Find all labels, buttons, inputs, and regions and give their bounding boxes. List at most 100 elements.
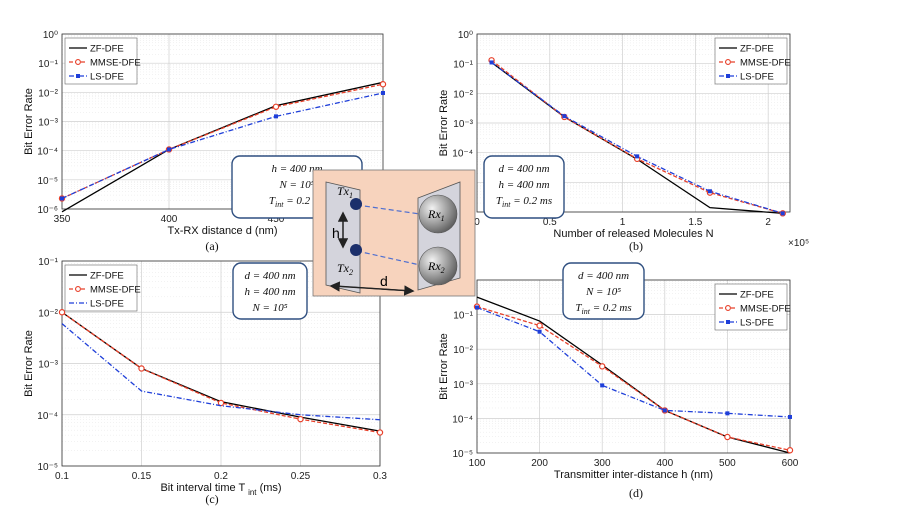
x-tick-label: 400 xyxy=(161,214,178,225)
plot-frame xyxy=(61,260,381,467)
panel-caption: (a) xyxy=(205,239,218,253)
x-tick-label: 600 xyxy=(782,458,799,469)
legend-entry: ZF-DFE xyxy=(90,44,124,55)
tx1-molecule xyxy=(350,198,362,210)
data-point xyxy=(562,114,567,119)
d-arrow-left xyxy=(329,281,413,292)
legend-entry: MMSE-DFE xyxy=(90,285,141,296)
parameter-box xyxy=(562,262,645,320)
legend-marker xyxy=(76,74,80,78)
x-tick-label: 0.5 xyxy=(543,217,557,228)
data-point xyxy=(60,196,64,201)
data-point xyxy=(599,363,606,370)
x-tick-label: 0.15 xyxy=(132,471,152,482)
x-tick-label: 0.1 xyxy=(55,471,69,482)
data-point xyxy=(724,433,731,441)
x-tick-label: 0.3 xyxy=(373,471,387,482)
plot-frame xyxy=(61,33,384,210)
data-point xyxy=(274,114,278,119)
tx1-label: Tx1 xyxy=(337,184,353,200)
legend-entry: LS-DFE xyxy=(740,72,774,83)
data-point xyxy=(379,81,387,88)
data-point xyxy=(536,322,543,329)
link-2 xyxy=(356,250,421,266)
y-tick-label: 10⁰ xyxy=(458,30,473,41)
parameter-line: Tint = 0.2 ms xyxy=(575,302,631,316)
chart-panel-b: 10⁻⁶10⁻⁵10⁻⁴10⁻³10⁻²10⁻¹10⁰00.511.52ZF-D… xyxy=(438,30,809,253)
legend-entry: LS-DFE xyxy=(740,318,774,329)
y-tick-label: 10⁻² xyxy=(38,88,58,99)
data-point xyxy=(138,365,145,372)
legend-marker xyxy=(726,74,730,78)
legend-entry: ZF-DFE xyxy=(90,271,124,282)
y-tick-label: 10⁻³ xyxy=(38,360,58,371)
rx1-label: Rx1 xyxy=(427,207,445,223)
y-tick-label: 10⁻⁴ xyxy=(37,147,58,158)
data-point xyxy=(780,211,785,216)
x-scale-label: ×10⁵ xyxy=(788,238,809,249)
y-tick-label: 10⁻⁵ xyxy=(37,462,58,473)
series-line-ls-dfe xyxy=(61,92,384,200)
x-tick-label: 1 xyxy=(620,217,626,228)
data-point xyxy=(58,309,66,316)
y-tick-label: 10⁻⁴ xyxy=(452,414,473,425)
legend-marker xyxy=(726,320,730,324)
x-tick-label: 0.25 xyxy=(291,471,311,482)
x-tick-label: 200 xyxy=(531,458,548,469)
parameter-line: d = 400 nm xyxy=(578,270,629,282)
x-tick-label: 0 xyxy=(474,217,480,228)
data-point xyxy=(725,411,730,416)
legend-entry: LS-DFE xyxy=(90,299,124,310)
parameter-line: N = 10⁵ xyxy=(251,302,287,314)
y-tick-label: 10⁻² xyxy=(38,308,58,319)
data-point xyxy=(167,147,171,152)
rx1-sphere xyxy=(418,194,458,234)
data-point xyxy=(381,90,385,95)
data-point xyxy=(786,447,794,454)
x-tick-label: 100 xyxy=(469,458,486,469)
y-tick-label: 10⁻³ xyxy=(453,119,473,130)
x-tick-label: 300 xyxy=(594,458,611,469)
x-axis-label: Bit interval time T int (ms) xyxy=(160,482,281,497)
panel-caption: (b) xyxy=(629,239,643,253)
y-tick-label: 10⁻⁶ xyxy=(37,205,58,216)
data-point xyxy=(788,414,792,419)
y-tick-label: 10⁻⁴ xyxy=(37,411,58,422)
legend-entry: MMSE-DFE xyxy=(740,304,791,315)
y-tick-label: 10⁻³ xyxy=(453,380,473,391)
y-axis-label: Bit Error Rate xyxy=(438,90,450,157)
x-tick-label: 2 xyxy=(765,217,771,228)
series-line-ls-dfe xyxy=(61,323,381,421)
legend-entry: MMSE-DFE xyxy=(90,58,141,69)
parameter-line: N = 10⁵ xyxy=(278,179,314,191)
legend-entry: ZF-DFE xyxy=(740,290,774,301)
link-1 xyxy=(356,204,421,215)
y-tick-label: 10⁻¹ xyxy=(38,59,58,70)
x-tick-label: 400 xyxy=(656,458,673,469)
d-label: d xyxy=(380,273,388,289)
series-line-ls-dfe xyxy=(476,306,791,418)
channel-diagram: Tx1 Tx2 Rx1 Rx2 h d xyxy=(312,169,476,297)
y-tick-label: 10⁻² xyxy=(453,89,473,100)
y-tick-label: 10⁻⁴ xyxy=(452,149,473,160)
x-tick-label: 0.2 xyxy=(214,471,228,482)
y-tick-label: 10⁻¹ xyxy=(453,311,473,322)
parameter-line: h = 400 nm xyxy=(498,179,549,191)
x-tick-label: 500 xyxy=(719,458,736,469)
y-tick-label: 10⁻¹ xyxy=(453,60,473,71)
x-axis-label: Number of released Molecules N xyxy=(553,228,713,240)
data-point xyxy=(217,399,225,407)
parameter-line: d = 400 nm xyxy=(498,163,549,175)
data-point xyxy=(272,103,280,110)
y-tick-label: 10⁻³ xyxy=(38,118,58,129)
data-point xyxy=(376,429,384,436)
series-line-mmse-dfe xyxy=(61,83,384,200)
legend-entry: LS-DFE xyxy=(90,72,124,83)
parameter-line: d = 400 nm xyxy=(244,270,295,282)
h-label: h xyxy=(332,225,340,241)
data-point xyxy=(600,383,605,388)
y-tick-label: 10⁰ xyxy=(43,30,58,41)
data-point xyxy=(662,408,667,413)
chart-panel-d: 10⁻⁵10⁻⁴10⁻³10⁻²10⁻¹10⁰10020030040050060… xyxy=(438,262,799,500)
